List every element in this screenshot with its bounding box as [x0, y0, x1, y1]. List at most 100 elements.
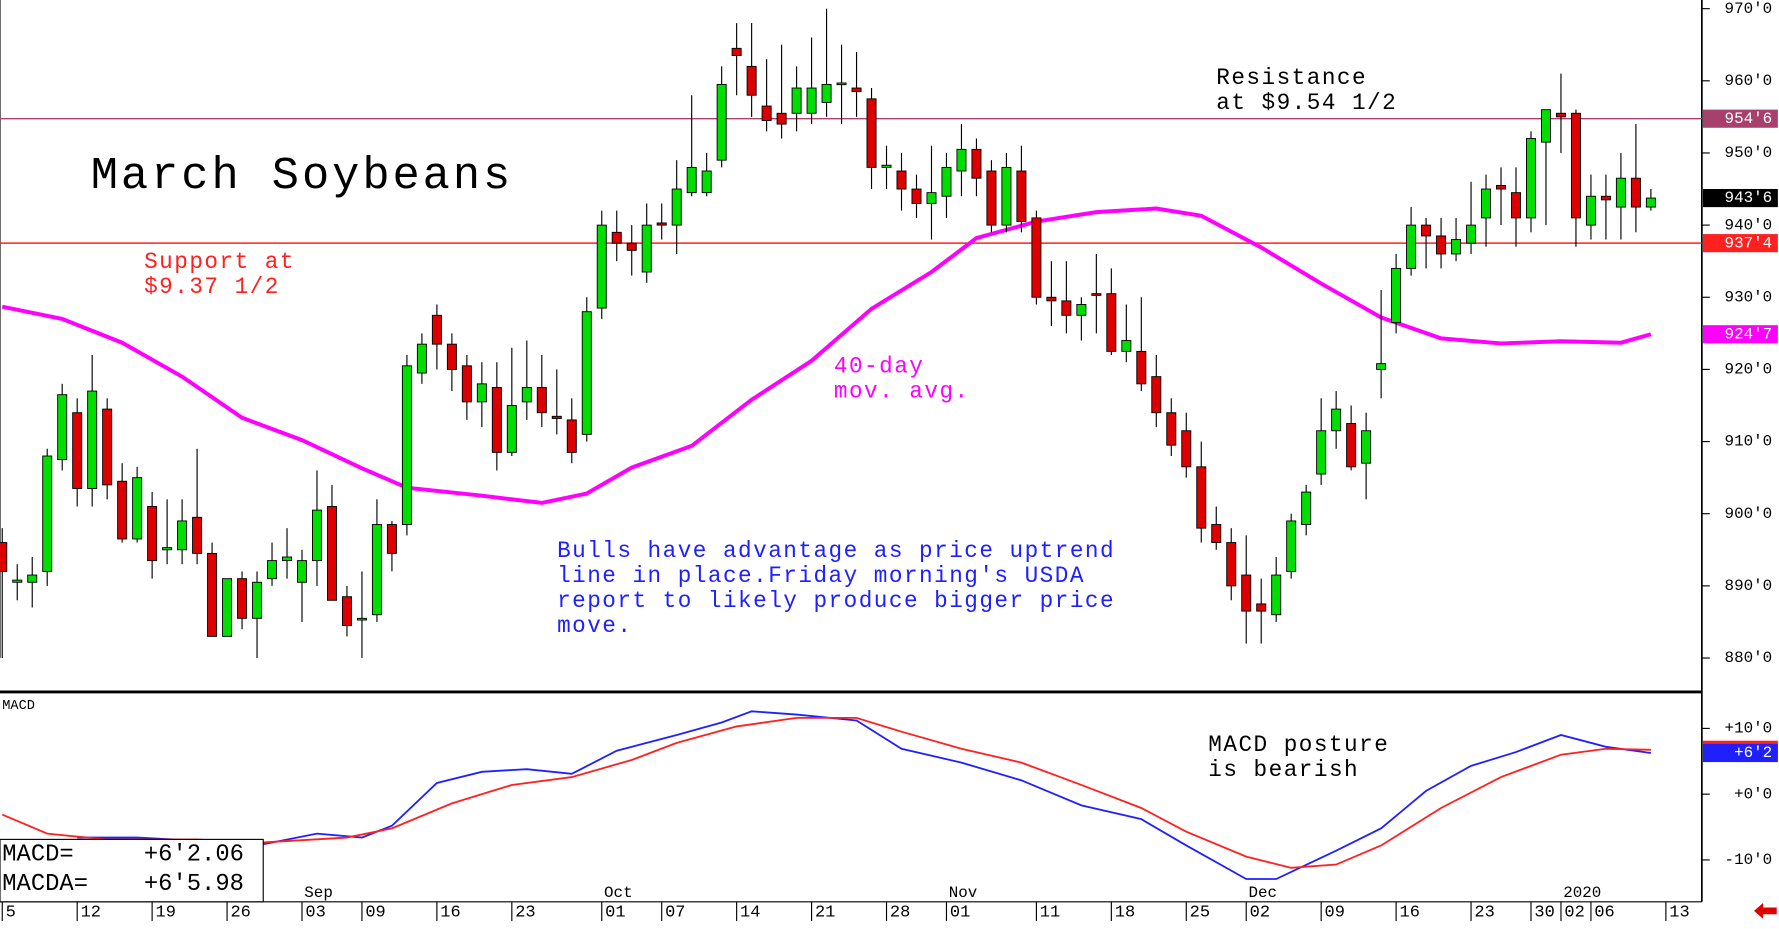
legend-name: MACD= [2, 841, 73, 868]
candle-body [87, 390, 98, 489]
candle-body [761, 105, 772, 121]
x-tick-label: 23 [1474, 903, 1494, 922]
x-tick-label: 25 [1190, 903, 1210, 922]
legend-box [0, 838, 264, 903]
x-tick-label: 13 [1669, 903, 1689, 922]
candle-body [282, 556, 293, 562]
candle-body [27, 574, 38, 583]
candle-body [1481, 188, 1492, 219]
y-tick-label: 950'0 [1725, 144, 1773, 162]
candle-body [252, 581, 263, 619]
legend-name: MACDA= [2, 871, 88, 898]
candle-body [701, 170, 712, 194]
macd-line [77, 710, 1652, 880]
candle-body [162, 547, 173, 551]
candle-body [1361, 430, 1372, 464]
candle-body [521, 386, 532, 403]
annotation: report to likely produce bigger price [557, 588, 1115, 614]
x-tick-label: 03 [305, 903, 325, 922]
candle-body [1406, 224, 1417, 269]
candle-body [311, 509, 322, 562]
x-tick-label: 06 [1594, 903, 1614, 922]
price-flag [1702, 325, 1778, 344]
y-tick-label: 930'0 [1725, 288, 1773, 306]
price-flag [1702, 234, 1778, 253]
price-flag-label: 954'6 [1725, 110, 1773, 128]
candle-body [551, 415, 562, 419]
candle-body [476, 383, 487, 403]
candle-body [926, 192, 937, 204]
x-tick-label: 01 [950, 903, 970, 922]
price-flag [1702, 743, 1778, 763]
annotation: Bulls have advantage as price uptrend [557, 538, 1115, 564]
annotation: is bearish [1208, 757, 1359, 783]
x-tick-label: 02 [1564, 903, 1584, 922]
price-flag [1702, 188, 1778, 208]
candle-body [956, 148, 967, 172]
y-tick-label: +0'0 [1734, 785, 1772, 803]
candle-body [1421, 224, 1432, 237]
annotation: at $9.54 1/2 [1216, 90, 1397, 116]
candle-body [1166, 412, 1177, 446]
candle-body [1511, 192, 1521, 219]
x-tick-label: 14 [740, 903, 760, 922]
annotation: Support at [144, 249, 295, 275]
candle-body [746, 65, 757, 96]
candle-body [207, 552, 218, 637]
candle-body [941, 166, 952, 197]
candle-body [222, 578, 233, 637]
candle-body [881, 164, 892, 168]
annotation: Resistance [1216, 65, 1367, 91]
candle-body [132, 477, 143, 540]
candle-body [566, 419, 577, 453]
candle-body [267, 560, 278, 580]
candle-body [1525, 138, 1536, 219]
y-tick-label: 970'0 [1725, 0, 1773, 18]
candle-body [581, 311, 592, 435]
candle-body [1496, 184, 1507, 190]
month-label: Sep [304, 884, 333, 902]
candle-body [806, 87, 817, 114]
price-flag [1702, 109, 1778, 128]
candle-body [506, 405, 517, 453]
annotation: $9.37 1/2 [144, 274, 280, 300]
panel-title: MACD [2, 699, 35, 714]
candle-body [611, 231, 622, 244]
price-flag-label: 943'6 [1725, 189, 1773, 207]
candle-body [297, 560, 307, 583]
x-tick-label: 23 [515, 903, 535, 922]
annotation: line in place.Friday morning's USDA [557, 563, 1085, 589]
scroll-arrow[interactable] [1754, 902, 1777, 919]
y-tick-label: 900'0 [1725, 505, 1773, 523]
candle-body [866, 98, 877, 168]
x-tick-label: 18 [1115, 903, 1135, 922]
candle-body [1615, 177, 1626, 208]
candle-body [896, 170, 907, 190]
price-flag-label: 937'4 [1725, 234, 1773, 252]
month-label: Nov [949, 884, 978, 902]
candle-body [596, 224, 607, 309]
candle-body [1181, 430, 1192, 468]
x-tick-label: 12 [81, 903, 101, 922]
candle-body [1016, 170, 1027, 222]
candle-body [1555, 112, 1566, 118]
candle-body [911, 188, 922, 204]
candle-body [461, 365, 472, 403]
candle-body [1451, 239, 1462, 255]
y-tick-label: +10'0 [1725, 720, 1773, 738]
candle-body [1286, 520, 1297, 572]
candle-body [791, 87, 802, 114]
x-tick-label: 01 [605, 903, 625, 922]
candle-body [626, 242, 637, 251]
candle-body [1316, 430, 1327, 475]
candle-body [326, 506, 337, 601]
candle-body [1346, 423, 1357, 468]
candle-body [836, 82, 847, 86]
candle-body [1136, 350, 1147, 385]
x-tick-label: 02 [1250, 903, 1270, 922]
candle-body [1630, 177, 1641, 208]
candle-body [446, 343, 457, 370]
month-label: 2020 [1563, 884, 1601, 902]
candle-body [716, 83, 727, 161]
